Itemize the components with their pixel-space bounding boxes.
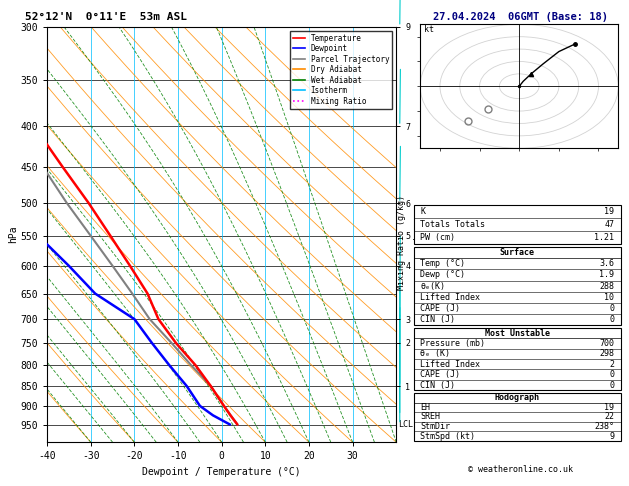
Text: Temp (°C): Temp (°C) (420, 260, 465, 268)
Text: LCL: LCL (398, 420, 413, 429)
Text: StmDir: StmDir (420, 422, 450, 431)
Text: kt: kt (424, 25, 434, 34)
Text: 1.9: 1.9 (599, 270, 615, 279)
Text: θₑ(K): θₑ(K) (420, 281, 445, 291)
Text: 0: 0 (610, 304, 615, 313)
Text: CIN (J): CIN (J) (420, 381, 455, 389)
Text: CAPE (J): CAPE (J) (420, 370, 460, 379)
Text: 47: 47 (604, 220, 615, 229)
Text: PW (cm): PW (cm) (420, 233, 455, 242)
Text: Most Unstable: Most Unstable (485, 329, 550, 338)
Text: 3.6: 3.6 (599, 260, 615, 268)
Text: Mixing Ratio (g/kg): Mixing Ratio (g/kg) (397, 195, 406, 291)
Text: 19: 19 (604, 207, 615, 216)
Text: 2: 2 (610, 360, 615, 369)
Text: 0: 0 (610, 370, 615, 379)
Text: EH: EH (420, 403, 430, 412)
Y-axis label: hPa: hPa (8, 226, 18, 243)
Text: Totals Totals: Totals Totals (420, 220, 486, 229)
Text: 22: 22 (604, 413, 615, 421)
Text: © weatheronline.co.uk: © weatheronline.co.uk (469, 465, 573, 474)
Text: 10: 10 (604, 293, 615, 302)
X-axis label: Dewpoint / Temperature (°C): Dewpoint / Temperature (°C) (142, 467, 301, 477)
Text: CAPE (J): CAPE (J) (420, 304, 460, 313)
Text: 1.21: 1.21 (594, 233, 615, 242)
Text: SREH: SREH (420, 413, 440, 421)
Bar (414, 205, 621, 244)
Text: Pressure (mb): Pressure (mb) (420, 339, 486, 348)
Text: 9: 9 (610, 432, 615, 440)
Bar (414, 328, 621, 390)
Text: 700: 700 (599, 339, 615, 348)
Text: 298: 298 (599, 349, 615, 359)
Text: Lifted Index: Lifted Index (420, 293, 481, 302)
Text: 19: 19 (604, 403, 615, 412)
Legend: Temperature, Dewpoint, Parcel Trajectory, Dry Adiabat, Wet Adiabat, Isotherm, Mi: Temperature, Dewpoint, Parcel Trajectory… (290, 31, 392, 109)
Text: Surface: Surface (500, 248, 535, 257)
Bar (414, 393, 621, 441)
Text: 52°12'N  0°11'E  53m ASL: 52°12'N 0°11'E 53m ASL (25, 12, 187, 22)
Text: 238°: 238° (594, 422, 615, 431)
Text: StmSpd (kt): StmSpd (kt) (420, 432, 476, 440)
Text: θₑ (K): θₑ (K) (420, 349, 450, 359)
Text: CIN (J): CIN (J) (420, 315, 455, 324)
Text: K: K (420, 207, 425, 216)
Text: 0: 0 (610, 315, 615, 324)
Y-axis label: km
ASL: km ASL (413, 227, 433, 242)
Text: 288: 288 (599, 281, 615, 291)
Text: Lifted Index: Lifted Index (420, 360, 481, 369)
Text: Hodograph: Hodograph (495, 393, 540, 402)
Text: 0: 0 (610, 381, 615, 389)
Text: Dewp (°C): Dewp (°C) (420, 270, 465, 279)
Bar (414, 247, 621, 325)
Text: 27.04.2024  06GMT (Base: 18): 27.04.2024 06GMT (Base: 18) (433, 12, 608, 22)
